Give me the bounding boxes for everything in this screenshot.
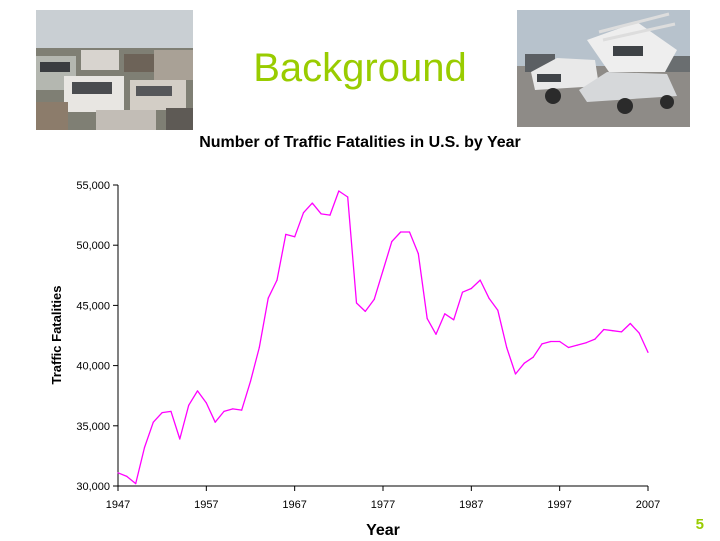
data-point [603, 328, 605, 331]
data-point [170, 410, 172, 412]
data-point [408, 231, 411, 233]
data-point [285, 233, 287, 235]
data-point [320, 213, 322, 215]
y-tick-label: 40,000 [76, 361, 110, 373]
data-point [594, 338, 596, 340]
data-point [355, 302, 358, 304]
data-point [461, 291, 464, 293]
x-tick-label: 1987 [459, 499, 483, 511]
data-point [196, 390, 199, 392]
data-point [258, 346, 260, 349]
data-point [152, 421, 154, 423]
data-point [541, 343, 543, 345]
data-point [161, 412, 163, 414]
data-point [506, 346, 508, 349]
x-axis-title: Year [366, 522, 400, 539]
y-tick-label: 30,000 [76, 481, 110, 493]
data-point [143, 446, 146, 449]
data-point [576, 344, 578, 346]
crushed-trucks-photo [517, 10, 690, 127]
data-point [311, 202, 313, 204]
data-point [479, 279, 481, 281]
data-point [135, 483, 137, 485]
data-point [638, 332, 640, 334]
data-point [188, 404, 190, 406]
data-point [453, 319, 455, 321]
data-point [612, 330, 614, 332]
data-point [373, 298, 375, 300]
data-point [532, 356, 534, 358]
data-point [232, 408, 234, 410]
x-tick-label: 1997 [547, 499, 571, 511]
data-point [488, 297, 490, 299]
data-point [382, 269, 384, 272]
wrecked-cars-photo [36, 10, 193, 130]
data-point [444, 313, 446, 315]
chart-axes: 30,000 35,000 40,000 45,000 50,000 55,000 1947… [76, 180, 660, 511]
x-tick-label: 2007 [636, 499, 660, 511]
data-point [302, 212, 305, 214]
data-point [294, 236, 296, 238]
data-point [470, 287, 472, 290]
data-point [347, 196, 349, 198]
x-tick-label: 1957 [194, 499, 218, 511]
data-point [249, 380, 252, 382]
data-point [426, 318, 428, 320]
data-point [629, 322, 631, 325]
data-point [400, 231, 402, 233]
data-point [514, 373, 517, 375]
chart-series [117, 190, 649, 485]
data-point [550, 340, 552, 343]
y-tick-label: 35,000 [76, 421, 110, 433]
chart-title: Number of Traffic Fatalities in U.S. by … [199, 134, 521, 151]
data-point [585, 342, 587, 344]
x-tick-label: 1967 [282, 499, 306, 511]
data-point [126, 475, 128, 477]
page-number: 5 [695, 516, 704, 533]
data-point [435, 333, 437, 335]
data-point [620, 331, 623, 333]
data-point [205, 402, 207, 404]
y-tick-label: 45,000 [76, 300, 110, 312]
data-point [329, 214, 331, 216]
data-point [179, 438, 181, 440]
fatalities-series-line [117, 190, 649, 485]
data-point [647, 351, 649, 353]
data-point [276, 279, 278, 281]
data-point [241, 409, 243, 411]
data-point [497, 309, 499, 311]
data-point [267, 297, 269, 299]
data-point [523, 362, 525, 364]
data-point [364, 310, 366, 312]
data-point [391, 241, 393, 243]
y-tick-label: 50,000 [76, 240, 110, 252]
data-point [567, 346, 570, 349]
data-point [559, 340, 561, 343]
data-point [417, 253, 419, 255]
x-tick-label: 1947 [106, 499, 130, 511]
data-point [214, 421, 216, 423]
x-tick-label: 1977 [371, 499, 395, 511]
y-tick-label: 55,000 [76, 180, 110, 192]
data-point [223, 410, 225, 412]
slide-title: Background [253, 46, 467, 90]
data-point [338, 190, 340, 192]
data-point [117, 472, 119, 474]
